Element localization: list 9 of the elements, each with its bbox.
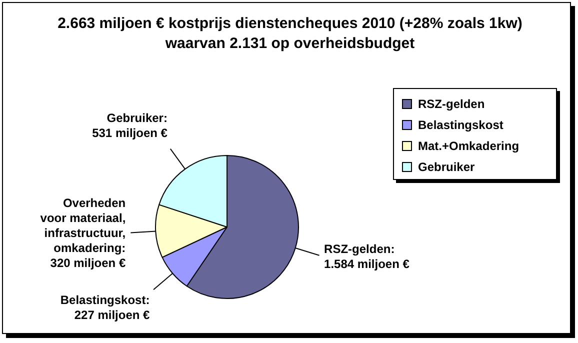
chart-title: 2.663 miljoen € kostprijs dienstencheques 2010 (+28% zoals 1kw) waarvan 2.131 op overheidsbudget bbox=[56, 14, 524, 54]
data-label: RSZ-gelden: 1.584 miljoen € bbox=[324, 242, 410, 272]
legend-label: RSZ-gelden bbox=[418, 96, 485, 110]
legend-label: Gebruiker bbox=[418, 160, 475, 174]
legend-label: Belastingskost bbox=[418, 118, 504, 132]
data-label: Overheden voor materiaal, infrastructuur, omkadering: 320 miljoen € bbox=[40, 196, 126, 270]
legend-label: Mat.+Omkadering bbox=[418, 138, 520, 152]
data-label: Belastingskost: 227 miljoen € bbox=[60, 293, 150, 322]
data-label: Gebruiker: 531 miljoen € bbox=[92, 111, 168, 140]
